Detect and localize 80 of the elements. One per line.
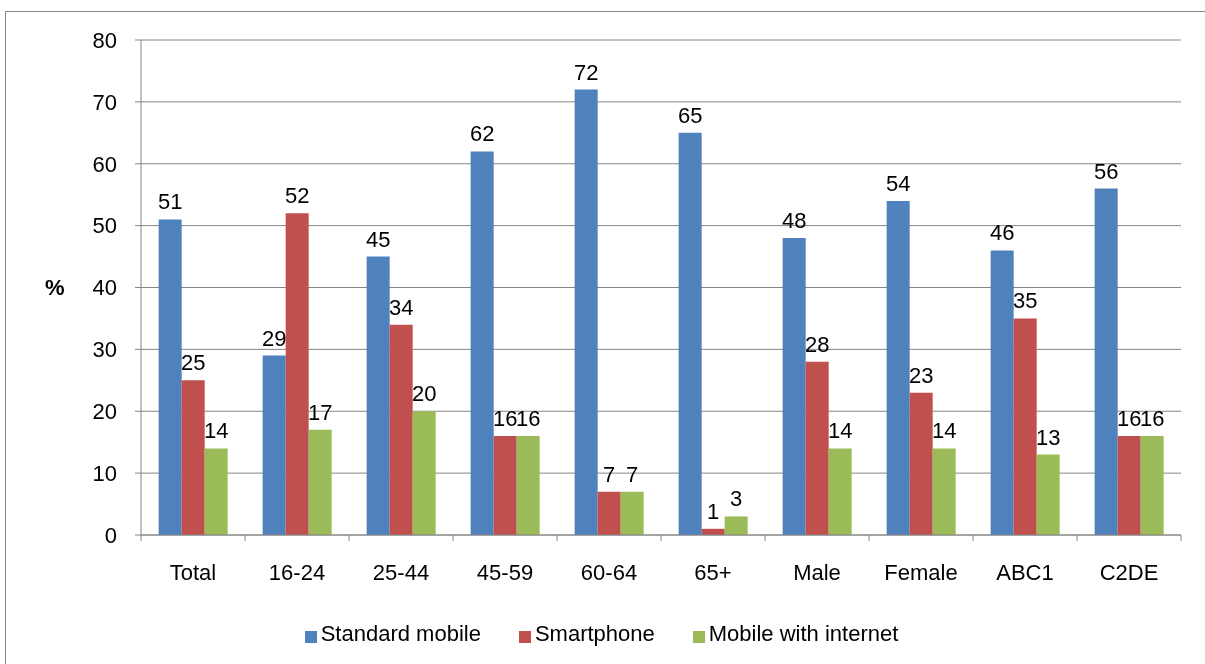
data-label: 29	[261, 325, 287, 351]
x-tick-label: Male	[793, 559, 841, 585]
data-label: 25	[180, 350, 206, 376]
x-tick-label: 45-59	[476, 559, 534, 585]
y-tick-label: 50	[92, 213, 117, 239]
data-label: 16	[492, 406, 518, 431]
bar	[597, 491, 621, 535]
bar	[678, 132, 702, 535]
y-tick-label: 0	[104, 522, 117, 548]
bar	[724, 516, 748, 535]
data-label: 54	[885, 170, 911, 196]
y-axis-title: %	[45, 275, 65, 301]
data-label: 1	[707, 498, 720, 524]
bar	[181, 380, 205, 535]
data-label: 7	[603, 461, 616, 487]
x-tick-label: ABC1	[996, 559, 1054, 585]
bar	[204, 448, 228, 535]
data-label: 16	[1116, 406, 1142, 431]
legend-label: Standard mobile	[320, 621, 481, 646]
data-label: 65	[677, 102, 703, 128]
bar	[158, 219, 182, 535]
bar	[886, 200, 910, 535]
bar	[389, 324, 413, 535]
y-tick-label: 60	[92, 151, 117, 177]
data-label: 52	[284, 183, 310, 209]
data-label: 46	[989, 220, 1015, 246]
bar	[412, 411, 436, 535]
data-label: 56	[1093, 158, 1119, 184]
y-tick-label: 70	[92, 89, 117, 115]
legend-label: Mobile with internet	[708, 621, 899, 646]
y-tick-label: 40	[92, 275, 117, 301]
data-label: 7	[626, 461, 639, 487]
data-label: 45	[365, 226, 391, 252]
data-label: 72	[573, 59, 599, 85]
y-tick-label: 20	[92, 399, 117, 425]
bar	[574, 89, 598, 535]
data-label: 14	[931, 418, 957, 444]
bar	[1140, 436, 1164, 535]
x-tick-label: Female	[884, 559, 958, 585]
y-tick-label: 30	[92, 337, 117, 363]
bar	[909, 392, 933, 535]
y-tick-label: 80	[92, 27, 117, 53]
x-tick-label: Total	[169, 559, 217, 585]
bar	[782, 238, 806, 535]
data-label: 62	[469, 121, 495, 147]
bar	[1013, 318, 1037, 535]
data-label: 28	[804, 331, 830, 357]
bar	[1036, 454, 1060, 535]
bar	[932, 448, 956, 535]
bar	[493, 436, 517, 535]
bar	[1117, 436, 1141, 535]
bar	[990, 250, 1014, 535]
data-label: 48	[781, 208, 807, 233]
x-tick-label: 25-44	[372, 559, 430, 585]
data-label: 14	[827, 418, 853, 444]
data-label: 17	[307, 399, 333, 425]
x-tick-label: C2DE	[1099, 559, 1159, 585]
data-label: 3	[730, 486, 743, 512]
bar	[828, 448, 852, 535]
bar	[285, 213, 309, 535]
bar	[805, 361, 829, 535]
data-label: 51	[157, 189, 183, 215]
data-label: 20	[411, 381, 437, 407]
data-label: 35	[1012, 288, 1038, 314]
bar	[366, 256, 390, 535]
bar	[470, 151, 494, 535]
bar	[262, 355, 286, 535]
x-tick-label: 16-24	[268, 559, 326, 585]
bar	[1094, 188, 1118, 535]
data-label: 23	[908, 362, 934, 388]
x-tick-label: 65+	[694, 559, 732, 585]
data-label: 14	[203, 418, 229, 444]
bar	[516, 436, 540, 535]
bar	[308, 429, 332, 535]
y-tick-label: 10	[92, 460, 117, 486]
bar	[620, 491, 644, 535]
x-tick-label: 60-64	[580, 559, 638, 585]
data-label: 34	[388, 294, 414, 320]
legend-label: Smartphone	[534, 621, 655, 646]
data-label: 13	[1035, 424, 1061, 450]
